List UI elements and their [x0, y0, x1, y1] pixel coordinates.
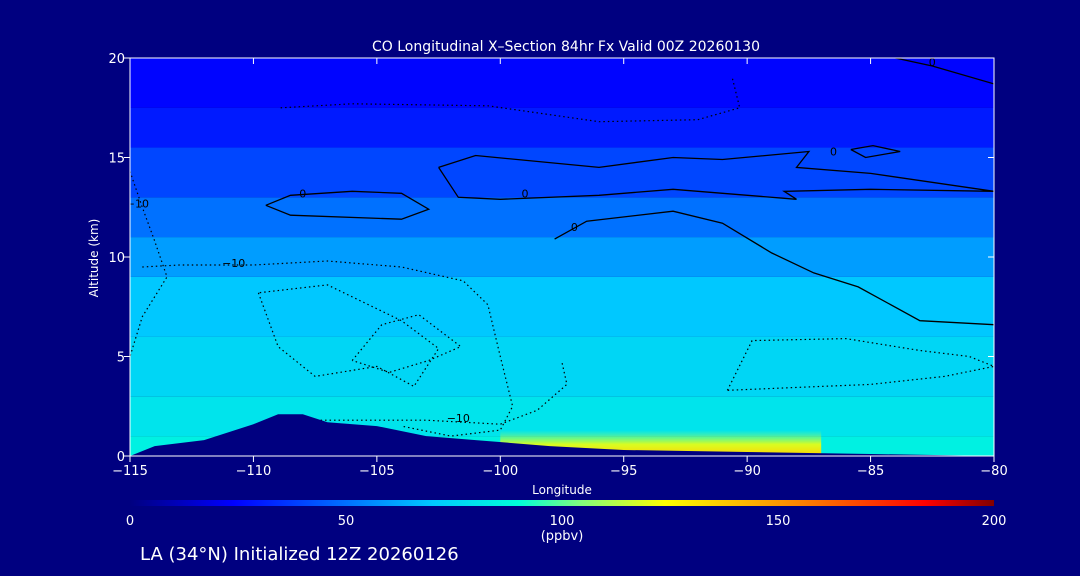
x-axis-label: Longitude: [532, 483, 592, 497]
contour-label-11: −10: [126, 197, 149, 210]
contours: 0 0 0 0 0 −10 −10 −10: [126, 56, 994, 437]
chart-title: CO Longitudinal X–Section 84hr Fx Valid …: [372, 39, 760, 55]
contour-line-11: [130, 171, 168, 357]
contour-line-10: [280, 77, 741, 123]
contour-line-1: [438, 150, 994, 200]
x-tick-label-6: −85: [857, 464, 884, 479]
footer-subtitle: LA (34°N) Initialized 12Z 20260126: [140, 544, 459, 565]
contour-label-4: 0: [929, 56, 936, 69]
colorbar-tick-label-3: 150: [766, 514, 791, 529]
contour-line-2: [850, 144, 901, 159]
y-tick-label-2: 10: [108, 251, 125, 266]
colorbar-ticks: 0 50 100 150 200: [126, 514, 1007, 529]
terrain: [130, 414, 994, 456]
co-band-2: [130, 336, 994, 397]
x-tick-label-3: −100: [482, 464, 518, 479]
colorbar-tick-label-2: 100: [550, 514, 575, 529]
y-tick-label-0: 0: [117, 450, 125, 465]
x-tick-label-5: −90: [733, 464, 760, 479]
contour-label-5: −10: [222, 257, 245, 270]
contour-line-3: [554, 210, 994, 326]
x-tick-label-2: −105: [359, 464, 395, 479]
co-band-7: [130, 107, 994, 148]
co-band-4: [130, 237, 994, 277]
co-band-6: [130, 147, 994, 198]
contour-label-2: 0: [830, 146, 837, 159]
x-tick-label-1: −110: [236, 464, 272, 479]
y-tick-label-1: 5: [117, 351, 125, 366]
colorbar-tick-label-0: 0: [126, 514, 134, 529]
contour-line-8: [351, 314, 462, 374]
contour-line-7: [257, 284, 440, 388]
y-axis: 0 5 10 15 20: [108, 52, 994, 465]
plot-area: 0 0 0 0 0 −10 −10 −10: [126, 56, 994, 456]
co-field: [130, 58, 994, 456]
contour-label-6: −10: [447, 412, 470, 425]
contour-label-0: 0: [299, 187, 306, 200]
colorbar-gradient: [130, 500, 994, 506]
colorbar-unit-label: (ppbv): [541, 529, 584, 544]
y-axis-label: Altitude (km): [87, 219, 101, 298]
colorbar-tick-label-4: 200: [982, 514, 1007, 529]
y-tick-label-3: 15: [108, 152, 125, 167]
y-tick-label-4: 20: [108, 52, 125, 67]
colorbar-tick-label-1: 50: [338, 514, 355, 529]
contour-line-0: [265, 190, 431, 220]
x-axis: −115 −110 −105 −100 −95 −90 −85 −80: [112, 58, 1008, 479]
co-band-3: [130, 276, 994, 337]
x-tick-label-4: −95: [610, 464, 637, 479]
contour-label-3: 0: [571, 221, 578, 234]
contour-line-4: [895, 58, 994, 85]
x-tick-label-7: −80: [980, 464, 1007, 479]
x-tick-label-0: −115: [112, 464, 148, 479]
co-band-8: [130, 58, 994, 108]
co-band-5: [130, 197, 994, 238]
contour-line-9: [726, 337, 994, 391]
contour-label-1: 0: [521, 187, 528, 200]
colorbar: 0 50 100 150 200 (ppbv): [126, 500, 1007, 544]
